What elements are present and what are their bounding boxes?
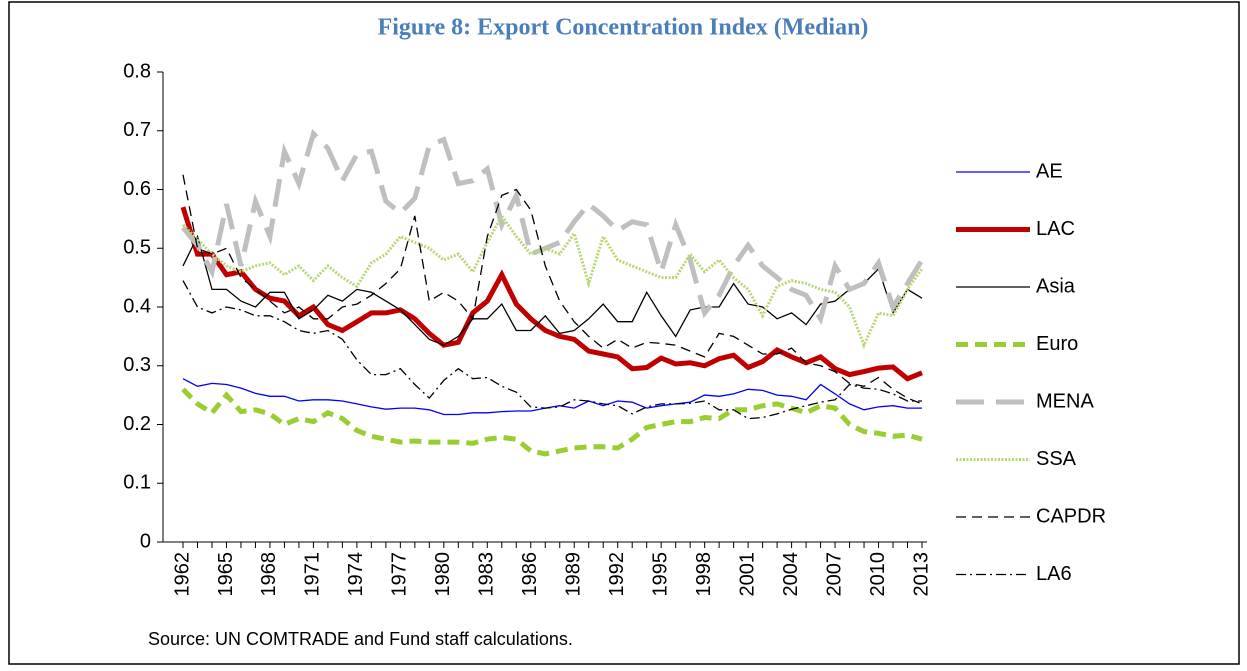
x-tick-label: 1983 (476, 552, 498, 597)
x-tick-label: 1971 (302, 552, 324, 597)
series-line (180, 206, 923, 382)
series-line (181, 213, 924, 350)
series-line (181, 387, 923, 457)
legend-label: CAPDR (1036, 505, 1106, 527)
y-tick-label: 0.4 (123, 295, 151, 317)
x-tick-label: 1980 (432, 552, 454, 597)
y-tick-label: 0.5 (123, 237, 151, 259)
legend-label: MENA (1036, 390, 1094, 412)
legend-label: LA6 (1036, 563, 1072, 585)
series-line (182, 174, 923, 405)
x-tick-label: 1998 (693, 552, 715, 597)
legend-label: Euro (1036, 333, 1078, 355)
series-line (182, 234, 923, 346)
y-tick-label: 0.1 (123, 472, 151, 494)
x-tick-label: 2004 (780, 552, 802, 597)
x-tick-label: 1977 (389, 552, 411, 597)
x-tick-label: 1965 (215, 552, 237, 597)
source-note: Source: UN COMTRADE and Fund staff calcu… (148, 629, 573, 649)
legend-label: AE (1036, 160, 1063, 182)
x-tick-label: 1968 (258, 552, 280, 597)
series-line (182, 280, 922, 420)
x-tick-label: 1989 (563, 552, 585, 597)
x-tick-label: 1986 (519, 552, 541, 597)
y-tick-label: 0.3 (123, 354, 151, 376)
chart-title: Figure 8: Export Concentration Index (Me… (378, 15, 869, 41)
y-tick-label: 0.2 (123, 413, 151, 435)
y-tick-label: 0.6 (123, 178, 151, 200)
x-tick-label: 2007 (823, 552, 845, 597)
y-tick-label: 0.7 (123, 119, 151, 141)
frame (8, 1, 1240, 665)
x-tick-label: 1995 (649, 552, 671, 597)
x-tick-label: 1974 (345, 552, 367, 597)
x-tick-label: 1992 (606, 552, 628, 597)
series-line (182, 378, 922, 416)
series-line (181, 128, 925, 326)
y-tick-label: 0.8 (123, 60, 151, 82)
x-tick-label: 1962 (171, 552, 193, 597)
x-tick-label: 2010 (867, 552, 889, 597)
legend-label: LAC (1036, 218, 1075, 240)
x-tick-label: 2013 (910, 552, 932, 597)
x-tick-label: 2001 (736, 552, 758, 597)
legend-label: Asia (1036, 275, 1076, 297)
y-tick-label: 0 (140, 530, 151, 552)
legend-label: SSA (1036, 448, 1077, 470)
